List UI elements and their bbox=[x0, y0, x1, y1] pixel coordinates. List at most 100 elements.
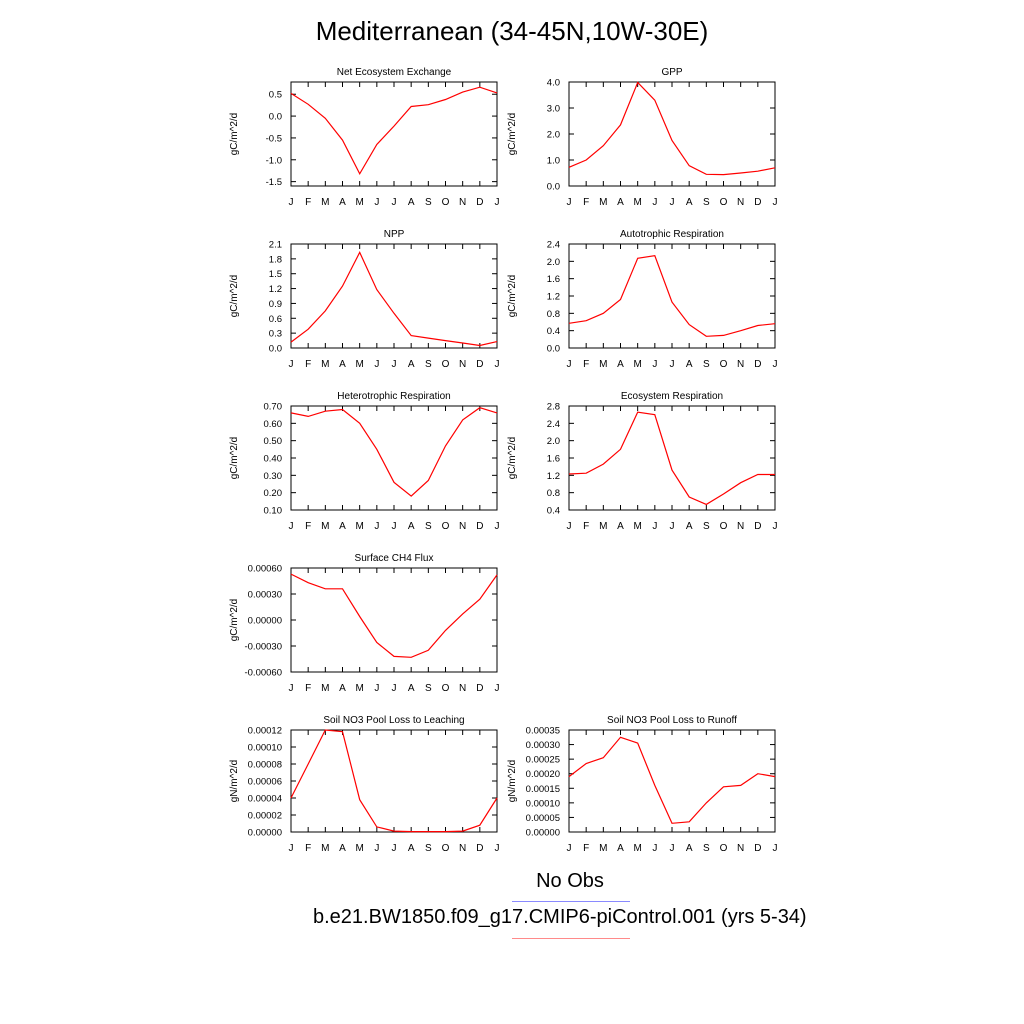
x-tick-label: M bbox=[599, 197, 607, 208]
x-tick-label: A bbox=[339, 683, 346, 694]
x-tick-label: F bbox=[583, 843, 589, 854]
x-tick-label: M bbox=[355, 683, 363, 694]
y-tick-label: 0.0 bbox=[269, 112, 282, 123]
y-tick-label: 0.00025 bbox=[526, 755, 560, 766]
y-tick-label: 0.10 bbox=[264, 506, 283, 517]
x-tick-label: S bbox=[425, 521, 432, 532]
x-tick-label: J bbox=[652, 197, 657, 208]
x-tick-label: M bbox=[633, 843, 641, 854]
chart-title: Soil NO3 Pool Loss to Leaching bbox=[323, 715, 464, 726]
x-tick-label: A bbox=[617, 359, 624, 370]
y-axis-label: gN/m^2/d bbox=[507, 760, 518, 803]
y-tick-label: 0.00000 bbox=[248, 616, 282, 627]
x-tick-label: M bbox=[355, 843, 363, 854]
plot-frame bbox=[568, 81, 776, 187]
x-tick-label: F bbox=[305, 521, 311, 532]
plot-frame bbox=[290, 729, 498, 833]
series-line bbox=[290, 86, 498, 176]
x-tick-label: F bbox=[583, 197, 589, 208]
chart-title: Autotrophic Respiration bbox=[620, 229, 724, 240]
chart-title: Heterotrophic Respiration bbox=[337, 391, 450, 402]
legend-obs-line bbox=[512, 901, 630, 902]
x-tick-label: J bbox=[495, 521, 500, 532]
plot-frame bbox=[568, 243, 776, 349]
y-axis-label: gC/m^2/d bbox=[229, 599, 240, 642]
x-tick-label: N bbox=[737, 843, 744, 854]
y-tick-label: 0.8 bbox=[547, 309, 560, 320]
x-tick-label: O bbox=[442, 843, 450, 854]
y-tick-label: 0.00012 bbox=[248, 726, 282, 737]
x-tick-label: N bbox=[459, 521, 466, 532]
x-tick-label: J bbox=[374, 683, 379, 694]
x-tick-label: M bbox=[355, 197, 363, 208]
x-tick-label: A bbox=[686, 359, 693, 370]
y-tick-label: 0.70 bbox=[264, 402, 283, 413]
y-tick-label: 0.00060 bbox=[248, 564, 282, 575]
y-axis-label: gC/m^2/d bbox=[507, 275, 518, 318]
x-tick-label: O bbox=[720, 843, 728, 854]
y-tick-label: 3.0 bbox=[547, 104, 560, 115]
y-tick-label: 0.00006 bbox=[248, 777, 282, 788]
x-tick-label: J bbox=[773, 359, 778, 370]
y-tick-label: 1.0 bbox=[547, 156, 560, 167]
x-tick-label: M bbox=[599, 843, 607, 854]
x-tick-label: M bbox=[599, 521, 607, 532]
y-tick-label: 1.6 bbox=[547, 274, 560, 285]
x-tick-label: A bbox=[686, 197, 693, 208]
y-axis-label: gC/m^2/d bbox=[507, 437, 518, 480]
y-tick-label: 0.4 bbox=[547, 326, 560, 337]
y-tick-label: 0.8 bbox=[547, 488, 560, 499]
y-tick-label: -1.5 bbox=[266, 177, 282, 188]
series-line bbox=[568, 81, 776, 176]
x-tick-label: M bbox=[321, 843, 329, 854]
y-tick-label: 0.00000 bbox=[248, 828, 282, 839]
x-tick-label: J bbox=[773, 521, 778, 532]
x-tick-label: J bbox=[374, 521, 379, 532]
x-tick-label: J bbox=[495, 683, 500, 694]
x-tick-label: D bbox=[476, 843, 483, 854]
y-tick-label: -0.00060 bbox=[244, 668, 282, 679]
chart-title: Soil NO3 Pool Loss to Runoff bbox=[607, 715, 737, 726]
x-tick-label: S bbox=[425, 683, 432, 694]
x-tick-label: A bbox=[617, 521, 624, 532]
x-tick-label: A bbox=[408, 521, 415, 532]
x-tick-label: A bbox=[339, 197, 346, 208]
x-tick-label: F bbox=[583, 359, 589, 370]
chart-title: NPP bbox=[384, 229, 405, 240]
x-tick-label: S bbox=[703, 359, 710, 370]
y-tick-label: 1.8 bbox=[269, 254, 282, 265]
y-tick-label: 1.6 bbox=[547, 454, 560, 465]
x-tick-label: J bbox=[773, 843, 778, 854]
x-tick-label: N bbox=[459, 843, 466, 854]
x-tick-label: J bbox=[652, 843, 657, 854]
y-tick-label: 0.00005 bbox=[526, 813, 560, 824]
x-tick-label: A bbox=[339, 359, 346, 370]
y-tick-label: 1.5 bbox=[269, 269, 282, 280]
y-tick-label: 0.5 bbox=[269, 90, 282, 101]
y-tick-label: 1.2 bbox=[547, 471, 560, 482]
x-tick-label: A bbox=[617, 197, 624, 208]
y-tick-label: 0.3 bbox=[269, 329, 282, 340]
y-tick-label: 0.20 bbox=[264, 488, 283, 499]
series-line bbox=[290, 729, 498, 833]
legend-obs-label: No Obs bbox=[536, 870, 604, 892]
x-tick-label: M bbox=[321, 521, 329, 532]
x-tick-label: J bbox=[495, 197, 500, 208]
y-tick-label: 0.00008 bbox=[248, 760, 282, 771]
y-tick-label: 2.1 bbox=[269, 240, 282, 251]
x-tick-label: A bbox=[339, 521, 346, 532]
x-tick-label: J bbox=[773, 197, 778, 208]
y-tick-label: 0.00010 bbox=[248, 743, 282, 754]
y-tick-label: 1.2 bbox=[547, 292, 560, 303]
x-tick-label: O bbox=[442, 521, 450, 532]
x-tick-label: A bbox=[617, 843, 624, 854]
plot-frame bbox=[290, 81, 498, 187]
plot-frame bbox=[568, 729, 776, 833]
y-tick-label: 0.0 bbox=[269, 344, 282, 355]
y-axis-label: gC/m^2/d bbox=[229, 113, 240, 156]
x-tick-label: D bbox=[754, 843, 761, 854]
y-tick-label: 0.00010 bbox=[526, 798, 560, 809]
